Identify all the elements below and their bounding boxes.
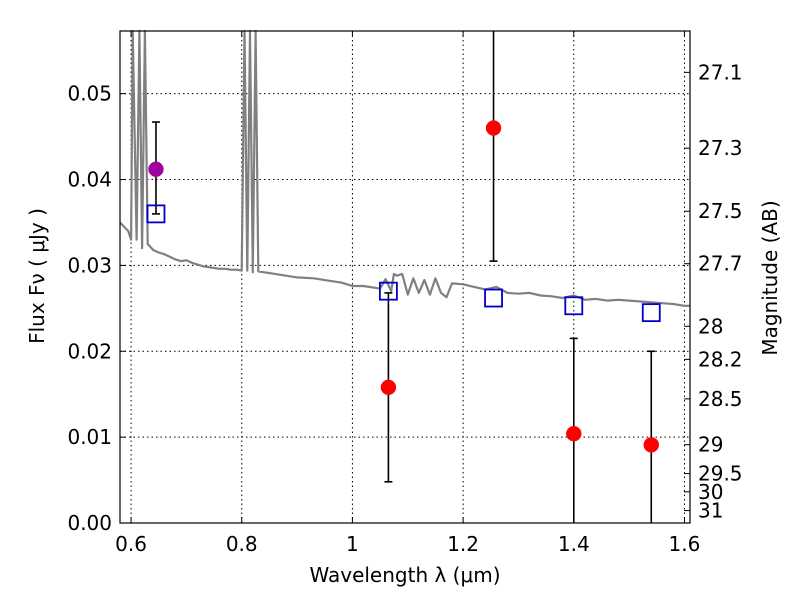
observed-marker-layer — [148, 120, 660, 453]
sed-line — [119, 29, 690, 307]
tick-layer: 0.6 0.8 1 1.2 1.4 1.6 0.00 0.01 0.02 0.03 0.04 0.05… — [67, 31, 743, 556]
observed-point-marker — [643, 437, 660, 453]
observed-point-marker — [148, 161, 164, 177]
observed-point-marker — [485, 120, 502, 136]
model-point-marker — [564, 296, 584, 316]
x-tick-label: 0.8 — [226, 532, 258, 556]
y2-tick-label: 30 — [698, 480, 723, 504]
grid — [120, 31, 690, 524]
plot-frame — [119, 30, 691, 524]
y-tick-label: 0.05 — [67, 82, 112, 106]
y2-tick-label: 29.5 — [698, 462, 743, 486]
y2-tick-label: 31 — [698, 499, 723, 523]
y2-tick-label: 27.1 — [698, 60, 743, 84]
observed-point-marker — [566, 425, 582, 442]
x-tick-label: 1.4 — [558, 532, 590, 556]
y2-tick-label: 28.5 — [698, 387, 743, 411]
model-point-marker — [484, 288, 503, 308]
sed-layer — [119, 29, 690, 307]
y-axis-label: Flux Fν ( μJy ) — [25, 208, 49, 344]
y2-tick-label: 27.3 — [698, 136, 743, 160]
x-tick-label: 1.6 — [669, 532, 701, 556]
x-tick-label: 0.6 — [115, 532, 147, 556]
y2-tick-label: 27.5 — [698, 199, 743, 223]
y-tick-label: 0.03 — [67, 253, 112, 277]
y-tick-label: 0.01 — [67, 425, 112, 449]
model-point-marker — [641, 303, 661, 323]
y-tick-label: 0.04 — [67, 168, 112, 192]
observed-point-marker — [380, 379, 397, 396]
x-tick-label: 1 — [346, 532, 359, 556]
y2-tick-label: 27.7 — [698, 252, 743, 276]
y-tick-label: 0.02 — [67, 339, 112, 363]
x-axis-label: Wavelength λ (μm) — [309, 563, 500, 587]
y2-tick-label: 28.2 — [698, 347, 743, 371]
y2-axis-label: Magnitude (AB) — [758, 200, 782, 355]
model-marker-layer — [146, 204, 661, 323]
model-point-marker — [378, 281, 398, 301]
y2-tick-label: 29 — [698, 433, 723, 457]
y2-tick-label: 28 — [698, 314, 723, 338]
model-point-marker — [146, 204, 166, 224]
x-tick-label: 1.2 — [447, 532, 479, 556]
y-tick-label: 0.00 — [67, 511, 112, 535]
